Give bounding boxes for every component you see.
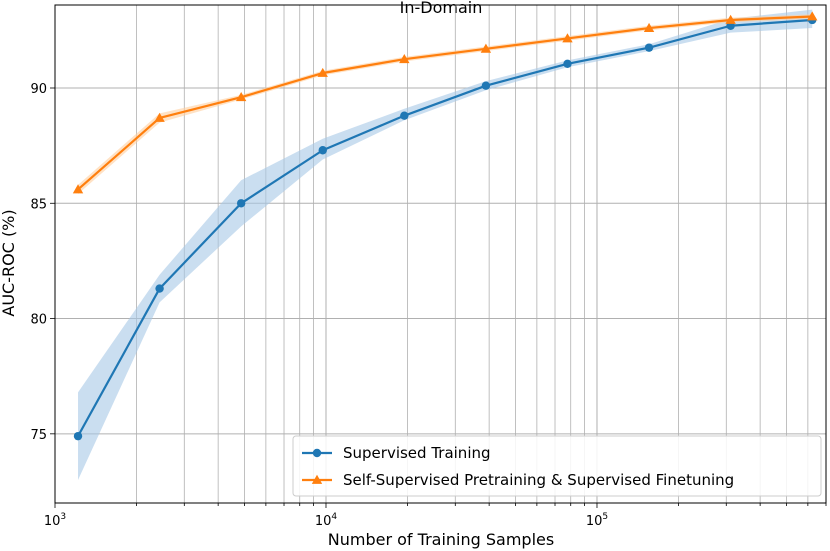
legend-label-series-2: Self-Supervised Pretraining & Supervised…	[343, 471, 734, 489]
legend-marker-triangle	[311, 474, 323, 484]
data-point-circle	[73, 431, 83, 441]
x-tick-label-exponent: 4	[331, 512, 337, 522]
legend: Supervised Training Self-Supervised Pretr…	[292, 435, 822, 497]
series-markers	[72, 11, 818, 441]
legend-box	[292, 435, 822, 497]
data-point-triangle	[399, 53, 410, 64]
data-point-circle	[236, 199, 246, 208]
confidence-band-series-2	[78, 14, 813, 195]
plot-area-frame	[54, 4, 827, 504]
x-tick-label: 103	[44, 512, 66, 529]
data-point-circle	[563, 59, 572, 68]
data-point-triangle	[317, 67, 328, 77]
x-tick-label: 105	[586, 512, 608, 529]
data-point-triangle	[480, 43, 492, 53]
series-line-2	[77, 15, 813, 191]
x-tick-label-base: 10	[315, 514, 332, 529]
data-point-circle	[644, 43, 654, 52]
x-tick-label: 104	[315, 512, 338, 529]
y-axis-title: AUC-ROC (%)	[0, 209, 18, 316]
y-tick-label: 90	[30, 82, 47, 97]
data-point-triangle	[725, 14, 736, 24]
x-tick-label-base: 10	[586, 514, 603, 529]
legend-label-series-1: Supervised Training	[343, 444, 491, 462]
data-point-circle	[481, 81, 491, 90]
data-point-triangle	[643, 22, 655, 32]
confidence-band-series-1	[78, 9, 813, 480]
data-point-triangle	[807, 11, 818, 21]
x-axis-title: Number of Training Samples	[328, 530, 554, 549]
x-tick-label-exponent: 3	[60, 512, 66, 522]
data-point-triangle	[235, 92, 247, 102]
data-point-triangle	[72, 184, 84, 194]
data-point-circle	[318, 146, 327, 155]
data-point-triangle	[562, 33, 573, 43]
y-tick-label: 80	[30, 313, 47, 328]
x-tick-label-exponent: 5	[602, 512, 608, 522]
confidence-bands	[78, 9, 813, 480]
legend-marker-circle	[312, 448, 322, 458]
y-tick-label: 75	[30, 428, 47, 443]
series-line-1	[77, 18, 813, 437]
grid	[54, 5, 827, 503]
series-lines	[77, 15, 813, 437]
chart-title: In-Domain	[400, 0, 483, 17]
data-point-circle	[400, 111, 409, 120]
data-point-triangle	[154, 112, 165, 122]
data-point-circle	[155, 284, 164, 293]
x-tick-label-base: 10	[44, 514, 61, 529]
y-tick-label: 85	[30, 197, 47, 212]
